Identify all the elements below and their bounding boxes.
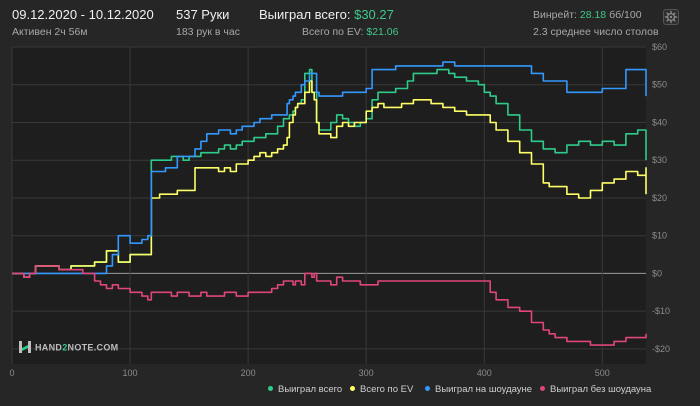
winrate-value: 28.18 <box>579 9 607 21</box>
y-tick-label: -$20 <box>652 344 670 354</box>
gear-icon[interactable] <box>663 9 679 25</box>
legend-label: Всего по EV <box>360 384 414 395</box>
winrate-unit: бб/100 <box>609 9 642 21</box>
series-line-3 <box>12 265 647 346</box>
series-line-2 <box>12 61 647 275</box>
x-tick-label: 400 <box>477 368 492 378</box>
watermark-prefix: HAND <box>35 342 63 353</box>
y-tick-label: -$10 <box>652 306 670 316</box>
hand2note-logo-icon <box>18 340 32 356</box>
profit-chart: -$20 -$10 $0 $10 $20 $30 $40 $50 $60 0 100 200 300 40… <box>9 42 670 378</box>
hands-per-hour: 183 рук в час <box>176 26 240 38</box>
won-total-label: Выиграл всего: <box>259 7 351 22</box>
legend-dot <box>350 385 355 391</box>
won-total-value: $30.27 <box>354 7 394 22</box>
legend-label: Выиграл всего <box>278 384 343 395</box>
y-tick-label: $0 <box>652 268 662 278</box>
x-tick-label: 0 <box>9 368 14 378</box>
legend-label: Выиграл на шоудауне <box>435 384 533 395</box>
legend-dot <box>540 385 545 391</box>
legend-dot <box>425 385 430 391</box>
y-tick-label: $10 <box>652 231 667 241</box>
y-tick-label: $50 <box>652 80 667 90</box>
hands-count: 537 Руки <box>176 7 230 22</box>
y-tick-label: $30 <box>652 155 667 165</box>
y-tick-label: $60 <box>652 42 667 52</box>
x-tick-label: 500 <box>595 368 610 378</box>
date-range: 09.12.2020 - 10.12.2020 <box>12 7 154 22</box>
y-tick-label: $40 <box>652 117 667 127</box>
x-tick-label: 100 <box>123 368 138 378</box>
legend-item-won-total[interactable]: Выиграл всего <box>268 384 342 395</box>
x-tick-label: 200 <box>241 368 256 378</box>
header: 09.12.2020 - 10.12.2020 Активен 2ч 56м 5… <box>0 0 700 44</box>
legend-item-ev[interactable]: Всего по EV <box>350 384 413 395</box>
active-time: Активен 2ч 56м <box>12 26 88 38</box>
winrate: Винрейт: 28.18 бб/100 <box>533 9 642 21</box>
winrate-label: Винрейт: <box>533 9 577 21</box>
plot-area <box>12 47 646 364</box>
won-total: Выиграл всего: $30.27 <box>259 7 394 22</box>
legend-item-showdown[interactable]: Выиграл на шоудауне <box>425 384 532 395</box>
watermark-mid: 2 <box>62 342 68 353</box>
legend-label: Выиграл без шоудауна <box>550 384 652 395</box>
watermark-suffix: NOTE.COM <box>67 342 119 353</box>
legend-item-non-showdown[interactable]: Выиграл без шоудауна <box>540 384 651 395</box>
ev-label: Всего по EV: <box>302 26 364 38</box>
legend: Выиграл всего Всего по EV Выиграл на шоу… <box>0 384 700 400</box>
avg-tables: 2.3 среднее число столов <box>533 26 659 38</box>
y-tick-label: $20 <box>652 193 667 203</box>
ev-total: Всего по EV: $21.06 <box>302 26 398 38</box>
ev-value: $21.06 <box>366 26 399 38</box>
watermark: HAND2NOTE.COM <box>18 340 118 356</box>
legend-dot <box>268 385 273 391</box>
x-tick-label: 300 <box>359 368 374 378</box>
